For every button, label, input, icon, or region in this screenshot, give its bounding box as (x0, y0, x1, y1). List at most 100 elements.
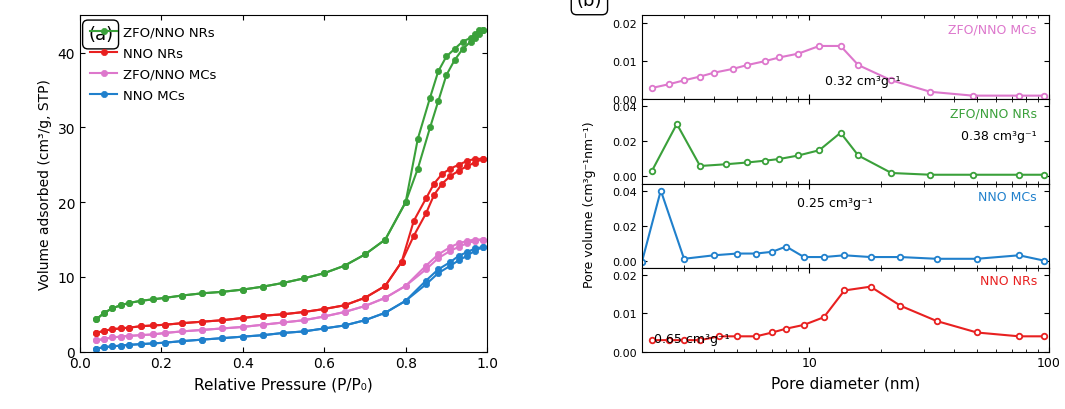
ZFO/NNO MCs (216, 326, 229, 331)
NNO MCs (122, 343, 135, 348)
ZFO/NNO MCs (420, 267, 432, 272)
NNO NRs (339, 303, 351, 308)
NNO MCs (196, 337, 209, 342)
ZFO/NNO MCs (98, 337, 111, 342)
ZFO/NNO MCs (277, 320, 290, 325)
NNO NRs (477, 157, 490, 162)
NNO MCs (106, 344, 119, 349)
Text: 0.65 cm³g⁻¹: 0.65 cm³g⁻¹ (654, 332, 730, 345)
ZFO/NNO MCs (159, 330, 171, 335)
ZFO/NNO NRs (277, 281, 290, 285)
ZFO/NNO MCs (122, 334, 135, 339)
Text: (a): (a) (88, 27, 113, 45)
NNO MCs (159, 340, 171, 345)
ZFO/NNO NRs (339, 263, 351, 268)
NNO NRs (159, 322, 171, 327)
NNO MCs (431, 271, 444, 276)
NNO NRs (379, 284, 392, 289)
NNO NRs (395, 260, 408, 265)
Line: NNO NRs: NNO NRs (93, 156, 486, 336)
ZFO/NNO NRs (317, 271, 330, 276)
NNO MCs (399, 299, 412, 303)
NNO MCs (359, 318, 372, 323)
ZFO/NNO MCs (297, 318, 310, 323)
ZFO/NNO NRs (236, 288, 249, 292)
ZFO/NNO NRs (216, 290, 229, 294)
ZFO/NNO MCs (477, 238, 490, 243)
NNO NRs (176, 321, 189, 326)
Text: 0.25 cm³g⁻¹: 0.25 cm³g⁻¹ (797, 197, 872, 209)
NNO MCs (444, 263, 457, 268)
ZFO/NNO MCs (257, 322, 269, 327)
NNO NRs (257, 314, 269, 319)
ZFO/NNO NRs (469, 36, 481, 41)
ZFO/NNO MCs (176, 329, 189, 334)
NNO MCs (147, 341, 160, 346)
NNO MCs (453, 258, 465, 263)
Line: ZFO/NNO MCs: ZFO/NNO MCs (93, 237, 486, 344)
NNO MCs (277, 330, 290, 335)
NNO MCs (134, 342, 147, 347)
NNO NRs (444, 174, 457, 179)
NNO NRs (317, 307, 330, 312)
ZFO/NNO NRs (98, 310, 111, 315)
NNO NRs (122, 326, 135, 330)
ZFO/NNO NRs (473, 33, 486, 38)
ZFO/NNO MCs (114, 335, 127, 339)
NNO NRs (460, 164, 473, 169)
ZFO/NNO NRs (379, 238, 392, 243)
Text: (b): (b) (576, 0, 602, 10)
Legend: ZFO/NNO NRs, NNO NRs, ZFO/NNO MCs, NNO MCs: ZFO/NNO NRs, NNO NRs, ZFO/NNO MCs, NNO M… (86, 23, 220, 106)
NNO NRs (277, 312, 290, 317)
ZFO/NNO NRs (257, 284, 269, 289)
ZFO/NNO MCs (339, 310, 351, 315)
NNO MCs (257, 333, 269, 338)
ZFO/NNO MCs (359, 304, 372, 309)
Line: NNO MCs: NNO MCs (93, 244, 486, 352)
ZFO/NNO MCs (196, 328, 209, 333)
NNO NRs (89, 330, 102, 335)
NNO MCs (216, 336, 229, 341)
ZFO/NNO NRs (399, 200, 412, 205)
NNO NRs (469, 161, 481, 166)
NNO MCs (379, 310, 392, 315)
NNO MCs (98, 345, 111, 350)
Text: ZFO/NNO NRs: ZFO/NNO NRs (950, 107, 1037, 120)
ZFO/NNO NRs (424, 126, 437, 130)
ZFO/NNO NRs (176, 293, 189, 298)
NNO NRs (359, 296, 372, 301)
ZFO/NNO NRs (440, 74, 453, 79)
Text: NNO NRs: NNO NRs (980, 274, 1037, 288)
NNO NRs (420, 211, 432, 216)
X-axis label: Relative Pressure (P/P₀): Relative Pressure (P/P₀) (194, 376, 373, 391)
ZFO/NNO MCs (317, 314, 330, 319)
ZFO/NNO NRs (359, 252, 372, 257)
ZFO/NNO NRs (114, 303, 127, 308)
NNO MCs (176, 339, 189, 344)
ZFO/NNO MCs (89, 338, 102, 343)
Text: Pore volume (cm³g⁻¹nm⁻¹): Pore volume (cm³g⁻¹nm⁻¹) (584, 121, 596, 288)
Line: ZFO/NNO NRs: ZFO/NNO NRs (93, 28, 486, 323)
ZFO/NNO MCs (379, 296, 392, 301)
NNO NRs (114, 326, 127, 331)
ZFO/NNO NRs (147, 297, 160, 302)
ZFO/NNO NRs (134, 299, 147, 303)
Text: ZFO/NNO MCs: ZFO/NNO MCs (949, 23, 1037, 36)
NNO NRs (297, 310, 310, 315)
ZFO/NNO NRs (106, 306, 119, 311)
Text: 0.38 cm³g⁻¹: 0.38 cm³g⁻¹ (962, 130, 1037, 142)
NNO MCs (236, 335, 249, 339)
ZFO/NNO NRs (122, 301, 135, 306)
NNO MCs (317, 326, 330, 331)
NNO NRs (196, 319, 209, 324)
NNO MCs (420, 282, 432, 287)
Y-axis label: Volume adsorbed (cm³/g, STP): Volume adsorbed (cm³/g, STP) (38, 79, 52, 289)
ZFO/NNO NRs (456, 47, 469, 52)
NNO NRs (134, 324, 147, 329)
ZFO/NNO MCs (399, 284, 412, 289)
NNO NRs (408, 234, 421, 239)
NNO MCs (477, 245, 490, 250)
ZFO/NNO NRs (159, 296, 171, 301)
NNO NRs (436, 182, 448, 187)
ZFO/NNO MCs (236, 325, 249, 330)
